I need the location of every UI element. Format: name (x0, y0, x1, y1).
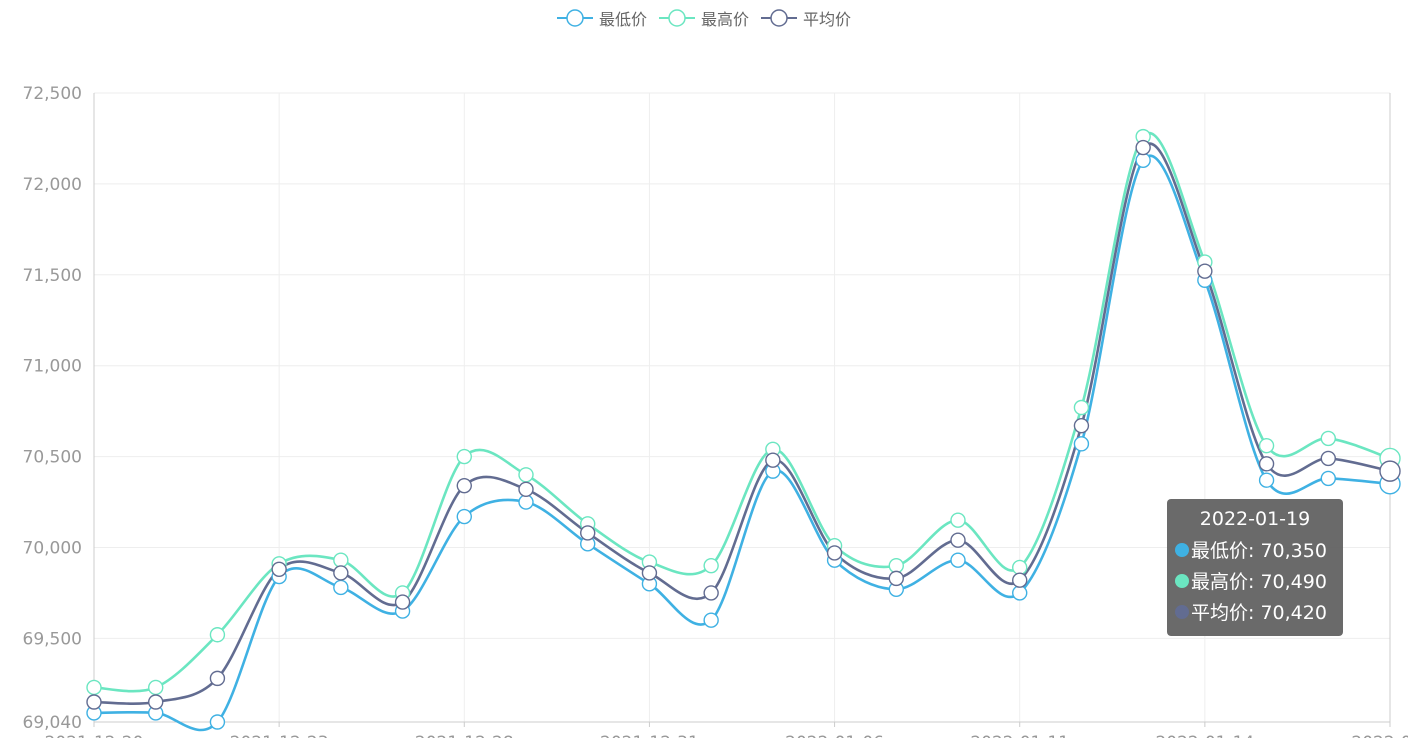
data-point (456, 477, 472, 494)
x-tick-label: 2021-12-20 (45, 733, 144, 738)
data-point (456, 448, 472, 465)
legend-label: 平均价 (803, 10, 852, 29)
x-tick-label: 2022-01-11 (970, 733, 1069, 738)
x-tick-label: 2021-12-31 (600, 733, 699, 738)
data-point (1379, 460, 1401, 482)
series-lines (93, 132, 1391, 732)
tooltip-label-min: 最低价: 70,350 (1191, 540, 1327, 562)
y-tick-label: 72,000 (23, 175, 82, 195)
tooltip-label-max: 最高价: 70,490 (1191, 571, 1327, 593)
data-point (1073, 417, 1090, 434)
data-point (333, 579, 349, 596)
data-point (1135, 152, 1151, 168)
y-tick-label: 72,500 (23, 84, 82, 104)
data-point (641, 565, 658, 581)
x-tick-label: 2022-01- (1351, 733, 1408, 738)
data-point (703, 612, 719, 628)
tooltip-dot-avg (1175, 604, 1189, 619)
tooltip-dot-max (1175, 573, 1189, 588)
data-point (333, 565, 349, 581)
data-point (888, 570, 904, 587)
data-point (209, 627, 226, 643)
data-point (148, 679, 164, 696)
y-tick-label: 69,500 (23, 629, 82, 649)
data-point (826, 545, 843, 561)
data-point (209, 670, 226, 687)
data-point (703, 557, 719, 574)
data-point (950, 552, 966, 568)
data-point (518, 467, 534, 483)
legend-marker-icon (658, 9, 695, 27)
data-point (1320, 470, 1336, 487)
legend-label: 最高价 (700, 10, 749, 29)
x-tick-label: 2022-01-14 (1155, 733, 1254, 738)
y-tick-label: 71,500 (23, 266, 82, 286)
data-point (1197, 263, 1213, 279)
data-point (394, 594, 411, 610)
data-point (1320, 430, 1336, 447)
x-tick-label: 2021-12-28 (415, 733, 514, 738)
legend: 最低价 最高价 平均价 (0, 6, 1408, 30)
x-tick-label: 2022-01-06 (785, 733, 884, 738)
x-tick-label: 2021-12-23 (230, 733, 329, 738)
data-point (1012, 572, 1028, 588)
tooltip-row-min: 最低价: 70,350 (1175, 534, 1343, 565)
legend-item-1[interactable]: 最高价 (658, 6, 749, 30)
data-point (1012, 559, 1028, 576)
legend-label: 最低价 (598, 10, 647, 29)
legend-marker-icon (556, 9, 593, 27)
y-tick-label: 70,000 (23, 538, 82, 558)
data-point (1258, 472, 1275, 488)
data-point (456, 508, 472, 525)
data-point (1320, 450, 1336, 467)
data-point (950, 512, 966, 528)
y-tick-label: 70,500 (23, 448, 82, 468)
data-point (86, 694, 102, 710)
data-point (1135, 139, 1151, 156)
tooltip-row-max: 最高价: 70,490 (1175, 565, 1343, 596)
data-point (703, 585, 719, 601)
data-point (765, 452, 781, 468)
tooltip-title: 2022-01-19 (1199, 508, 1311, 530)
data-point (950, 532, 966, 548)
data-point (580, 525, 596, 541)
data-point (209, 714, 226, 730)
axes: 69,040 69,500 70,000 70,500 71,000 71,500 72,0… (23, 84, 1408, 738)
y-tick-label: 71,000 (23, 357, 82, 377)
data-point (1012, 585, 1028, 601)
legend-marker-icon (761, 9, 797, 27)
tooltip: 2022-01-19 最低价: 70,350 最高价: 70,490 平均价: … (1167, 499, 1343, 636)
data-point (86, 679, 102, 696)
tooltip-row-avg: 平均价: 70,420 (1175, 596, 1343, 627)
data-point (271, 561, 287, 577)
data-point (1073, 436, 1090, 452)
data-point (1073, 399, 1090, 416)
data-point (148, 694, 164, 710)
data-point (1258, 437, 1275, 454)
legend-item-2[interactable]: 平均价 (761, 6, 851, 30)
data-point (518, 494, 534, 510)
y-tick-label: 69,040 (23, 713, 82, 733)
data-point (518, 481, 534, 498)
data-point (333, 552, 349, 568)
series-points (86, 128, 1401, 730)
legend-item-0[interactable]: 最低价 (556, 6, 647, 30)
tooltip-label-avg: 平均价: 70,420 (1191, 602, 1327, 624)
data-point (1258, 456, 1275, 472)
tooltip-dot-min (1175, 542, 1189, 557)
data-point (888, 557, 904, 574)
